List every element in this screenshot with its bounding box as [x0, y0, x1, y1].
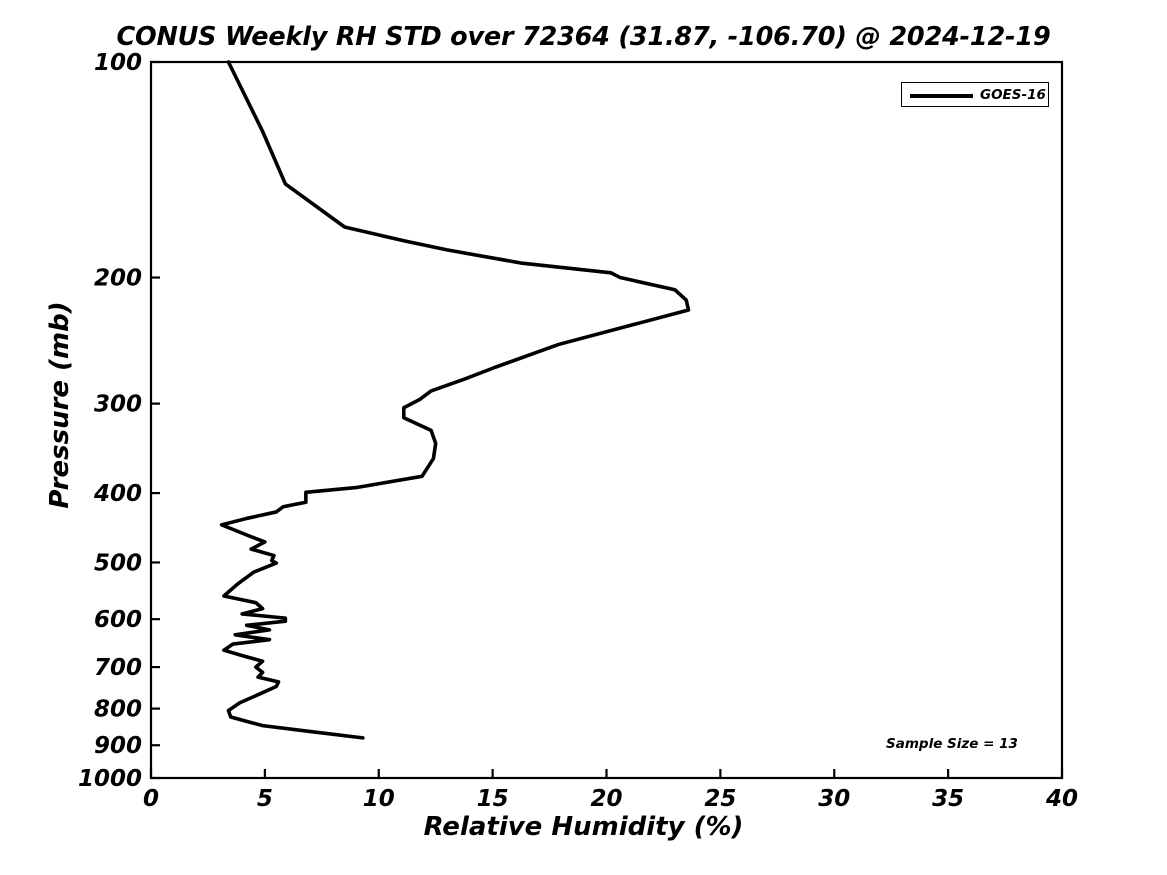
sample-size-annotation: Sample Size = 13	[886, 736, 1018, 752]
y-tick-label: 1000	[78, 766, 142, 792]
x-tick-label: 15	[477, 786, 509, 812]
page-title: CONUS Weekly RH STD over 72364 (31.87, -…	[116, 22, 1051, 52]
legend-line-sample-goes-16	[910, 94, 973, 98]
y-tick-label: 900	[94, 733, 142, 759]
x-tick-label: 20	[590, 786, 622, 812]
x-tick-label: 30	[818, 786, 850, 812]
data-series	[219, 60, 691, 740]
y-axis-label: Pressure (mb)	[45, 301, 75, 509]
legend: GOES-16	[901, 82, 1049, 107]
y-tick-label: 500	[94, 550, 142, 576]
x-axis-label: Relative Humidity (%)	[423, 812, 744, 842]
x-axis-ticks: 0 5 10 15 20 25 30 35 40	[143, 769, 1078, 812]
axis-frame	[149, 60, 1064, 780]
series-line-goes-16	[219, 60, 691, 740]
y-tick-label: 800	[94, 697, 142, 723]
x-tick-label: 5	[257, 786, 273, 812]
y-tick-label: 400	[93, 481, 142, 507]
y-tick-label: 200	[94, 266, 142, 292]
y-tick-label: 300	[94, 392, 142, 418]
legend-label-goes-16: GOES-16	[980, 87, 1046, 103]
x-tick-label: 40	[1045, 786, 1078, 812]
y-axis-ticks: 100 200 300 400 500 600 700 800 900 1000	[78, 50, 160, 792]
x-tick-label: 25	[704, 786, 736, 812]
y-tick-label: 700	[94, 655, 142, 681]
x-tick-label: 0	[143, 786, 159, 812]
y-tick-label: 100	[94, 50, 142, 76]
x-tick-label: 10	[363, 786, 395, 812]
x-tick-label: 35	[932, 786, 964, 812]
y-tick-label: 600	[94, 607, 142, 633]
